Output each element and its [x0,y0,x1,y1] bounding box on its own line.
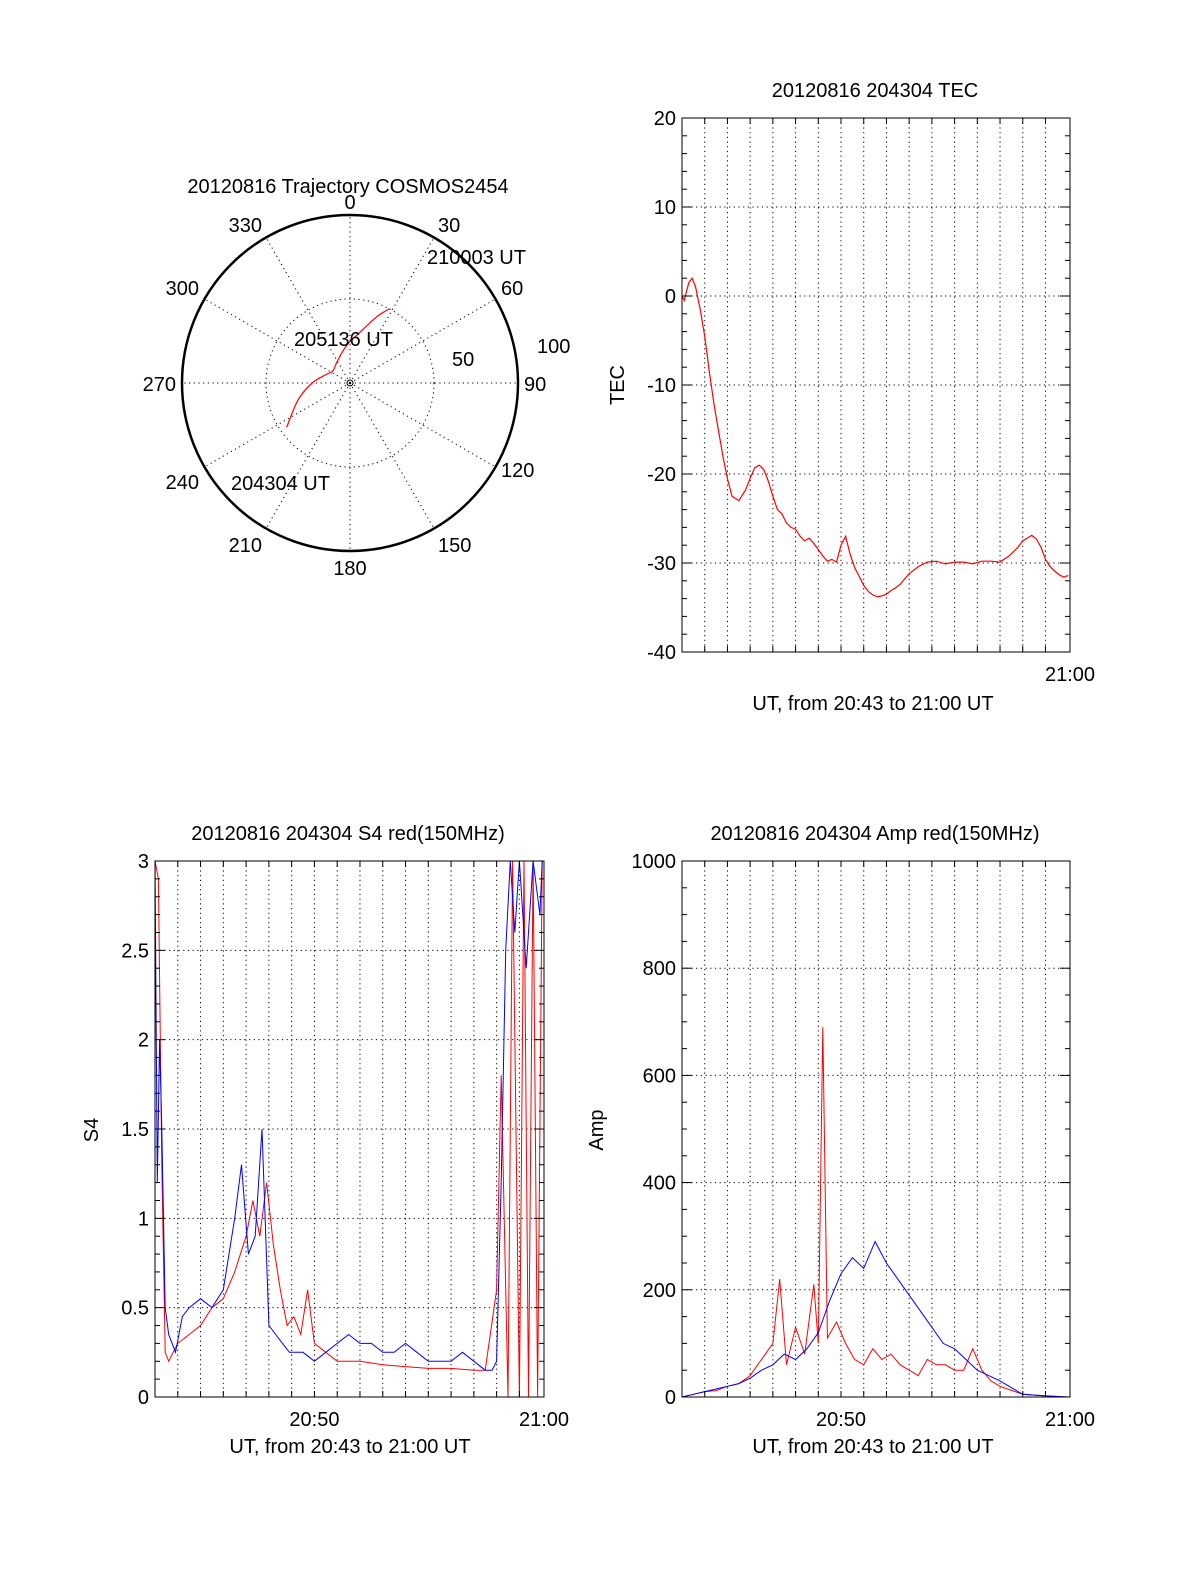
polar-angle-label: 120 [501,460,534,482]
polar-angle-label: 150 [438,535,471,557]
s4-ytick-label: 1 [138,1208,149,1230]
amp-series-blue [681,1240,1069,1398]
s4-series-blue [154,860,543,1371]
tec-series-red [681,276,1069,598]
amp-series-red [681,1027,1069,1398]
tec-ytick-label: -10 [647,375,676,397]
amp-ytick-label: 200 [643,1280,676,1302]
s4-xtick-label: 20:50 [289,1409,339,1431]
tec-xtick-label: 21:00 [1045,664,1095,686]
polar-inner-ring [265,298,435,468]
s4-xtick-label: 21:00 [519,1409,569,1431]
polar-angle-label: 180 [333,558,366,580]
amp-plot-frame [681,860,1071,1398]
tec-ytick-label: -20 [647,464,676,486]
tec-xlabel: UT, from 20:43 to 21:00 UT [752,693,993,715]
polar-angle-label: 210 [229,535,262,557]
s4-ticks: 0 0.5 1 1.5 2 2.5 3 20:50 21:00 [121,851,569,1431]
polar-point-label-end: 210003 UT [427,247,526,269]
amp-xtick-label: 21:00 [1045,1409,1095,1431]
amp-ytick-label: 1000 [632,851,677,873]
s4-grid [155,861,544,1397]
tec-ticks: 20 10 0 -10 -20 -30 -40 21:00 [647,108,1095,686]
s4-plot-frame [154,860,545,1398]
polar-point-label-start: 204304 UT [231,473,330,495]
polar-outer-circle [180,213,520,553]
polar-title: 20120816 Trajectory COSMOS2454 [187,176,508,198]
polar-angle-labels: 0 30 60 90 120 150 180 210 240 270 300 330 [143,192,547,580]
polar-angle-label: 30 [438,215,460,237]
polar-angle-label: 300 [166,278,199,300]
amp-xlabel: UT, from 20:43 to 21:00 UT [752,1436,993,1458]
amp-ytick-label: 0 [665,1387,676,1409]
amp-ytick-label: 800 [643,958,676,980]
polar-trajectory-line [286,308,390,428]
polar-spoke [349,237,435,384]
polar-angle-label: 330 [229,215,262,237]
s4-ytick-label: 3 [138,851,149,873]
s4-ytick-label: 0.5 [121,1298,149,1320]
polar-chart: 20120816 Trajectory COSMOS2454 0 30 60 90 12… [143,176,571,580]
amp-title: 20120816 204304 Amp red(150MHz) [710,823,1039,845]
s4-ytick-label: 2 [138,1030,149,1052]
polar-angle-label: 0 [344,192,355,214]
tec-ytick-label: 20 [654,108,676,130]
polar-radial-label-50: 50 [452,349,474,371]
amp-ticks: 0 200 400 600 800 1000 20:50 21:00 [632,851,1096,1431]
amp-ytick-label: 600 [643,1065,676,1087]
tec-chart: 20120816 204304 TEC 20 10 0 -10 -20 -30 -40 21:… [607,80,1095,715]
polar-angle-label: 60 [501,278,523,300]
s4-xlabel: UT, from 20:43 to 21:00 UT [229,1436,470,1458]
polar-angle-label: 270 [143,374,176,396]
polar-angle-label: 90 [524,374,546,396]
amp-ylabel: Amp [586,1109,608,1150]
polar-center-marker [346,379,354,387]
amp-chart: 20120816 204304 Amp red(150MHz) 0 200 400 6… [586,823,1095,1458]
polar-spoke [265,382,351,529]
amp-ytick-label: 400 [643,1173,676,1195]
tec-ylabel: TEC [607,365,629,405]
s4-ytick-label: 2.5 [121,940,149,962]
tec-title: 20120816 204304 TEC [772,80,978,102]
tec-grid [682,118,1070,652]
s4-title: 20120816 204304 S4 red(150MHz) [191,823,505,845]
s4-chart: 20120816 204304 S4 red(150MHz) 0 0.5 1 1.5 2… [81,823,569,1458]
polar-spoke [349,382,435,529]
s4-ylabel: S4 [81,1118,103,1142]
polar-angle-label: 240 [166,472,199,494]
tec-ytick-label: 10 [654,197,676,219]
s4-ytick-label: 0 [138,1387,149,1409]
polar-spoke [204,382,351,468]
polar-radial-label-100: 100 [537,336,570,358]
s4-series-red [154,860,543,1398]
polar-point-label-mid: 205136 UT [294,329,393,351]
amp-xtick-label: 20:50 [816,1409,866,1431]
tec-ytick-label: -30 [647,553,676,575]
tec-ytick-label: 0 [665,286,676,308]
tec-ytick-label: -40 [647,642,676,664]
amp-grid [682,861,1070,1397]
s4-ytick-label: 1.5 [121,1119,149,1141]
polar-grid [182,215,518,551]
polar-spoke [349,382,496,468]
